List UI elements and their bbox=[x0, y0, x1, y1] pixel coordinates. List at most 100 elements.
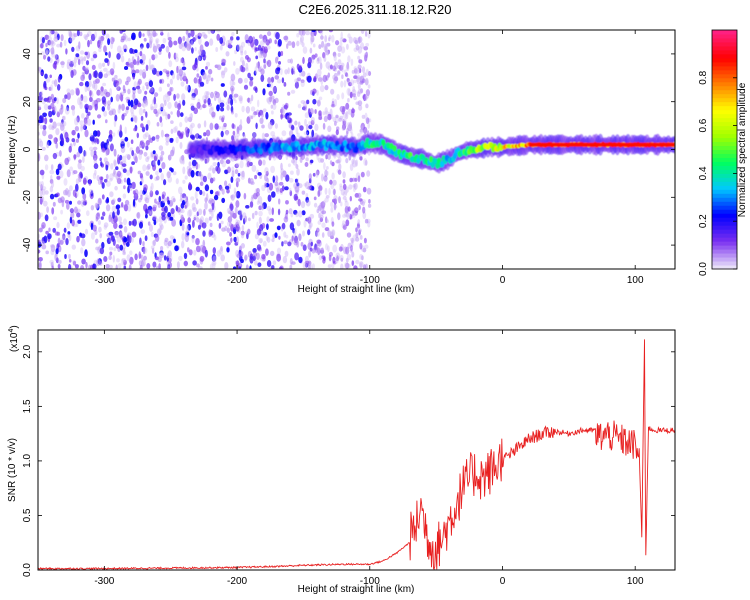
spectrogram-noise-cell bbox=[160, 31, 164, 36]
spectrogram-noise-cell bbox=[76, 30, 80, 37]
spectrogram-noise-cell bbox=[99, 244, 102, 249]
spectrogram-noise-cell bbox=[121, 30, 126, 33]
spectrogram-noise-cell bbox=[168, 40, 173, 48]
spectrogram-noise-cell bbox=[220, 83, 225, 87]
spectrogram-noise-cell bbox=[180, 112, 184, 117]
spectrogram-noise-cell bbox=[191, 159, 197, 167]
spectrogram-noise-cell bbox=[322, 74, 327, 83]
spectrogram-noise-cell bbox=[79, 31, 83, 37]
spectrogram-noise-cell bbox=[135, 69, 140, 74]
spectrogram-noise-cell bbox=[298, 233, 302, 241]
spectrogram-noise-cell bbox=[312, 88, 317, 94]
spectrogram-noise-cell bbox=[178, 186, 183, 195]
spectrogram-noise-cell bbox=[44, 73, 48, 79]
spectrogram-noise-cell bbox=[209, 38, 214, 46]
spectrogram-noise-cell bbox=[129, 250, 133, 256]
spectrogram-noise-cell bbox=[147, 205, 153, 211]
spectrogram-noise-cell bbox=[120, 141, 125, 149]
snr-x-tick-label: -300 bbox=[94, 576, 114, 587]
spectrogram-noise-cell bbox=[138, 152, 142, 160]
spectrogram-noise-cell bbox=[129, 166, 133, 174]
colorbar-band bbox=[712, 197, 737, 202]
spectrogram-noise-cell bbox=[204, 184, 210, 192]
spectrogram-noise-cell bbox=[336, 94, 340, 100]
spectrogram-noise-cell bbox=[294, 252, 299, 261]
spectrogram-noise-cell bbox=[258, 210, 263, 217]
spectrogram-noise-cell bbox=[138, 31, 142, 39]
spectrogram-noise-cell bbox=[310, 120, 315, 126]
spectrogram-noise-cell bbox=[236, 131, 240, 137]
spectrogram-noise-cell bbox=[207, 73, 211, 78]
spectrogram-noise-cell bbox=[345, 262, 350, 269]
spectrogram-noise-cell bbox=[195, 133, 199, 139]
spectrogram-noise-cell bbox=[282, 255, 288, 264]
spectrogram-noise-cell bbox=[63, 178, 68, 186]
spectrogram-noise-cell bbox=[184, 85, 190, 91]
spectrogram-noise-cell bbox=[142, 71, 147, 79]
spectrogram-noise-cell bbox=[353, 185, 356, 193]
spectrogram-noise-cell bbox=[64, 131, 69, 140]
spectrogram-noise-cell bbox=[352, 159, 357, 168]
spectrogram-noise-cell bbox=[325, 49, 329, 56]
spectrogram-noise-cell bbox=[216, 104, 220, 112]
spectrogram-noise-cell bbox=[323, 175, 328, 182]
spectrogram-noise-cell bbox=[106, 197, 109, 203]
colorbar-band bbox=[712, 101, 737, 107]
spectrogram-noise-cell bbox=[160, 106, 164, 112]
spectrogram-noise-cell bbox=[346, 43, 349, 50]
spectrogram-noise-cell bbox=[94, 169, 97, 176]
spectrogram-noise-cell bbox=[212, 255, 217, 262]
spectrogram-noise-cell bbox=[77, 97, 82, 106]
spectrogram-noise-cell bbox=[211, 260, 217, 266]
spectrogram-noise-cell bbox=[84, 51, 88, 56]
colorbar-band bbox=[712, 169, 737, 174]
spectrogram-noise-cell bbox=[182, 179, 186, 184]
spectrogram-noise-cell bbox=[116, 208, 120, 216]
spectrogram-noise-cell bbox=[351, 237, 354, 244]
spectrogram-noise-cell bbox=[312, 98, 317, 105]
spectrogram-noise-cell bbox=[355, 206, 358, 212]
spectrogram-noise-cell bbox=[41, 146, 46, 151]
spectrogram-noise-cell bbox=[229, 94, 233, 100]
spectrogram-noise-cell bbox=[45, 42, 48, 48]
spectrogram-noise-cell bbox=[147, 64, 152, 70]
spectrogram-noise-cell bbox=[164, 237, 169, 243]
spectrogram-noise-cell bbox=[96, 258, 101, 267]
spectrogram-noise-cell bbox=[211, 202, 215, 211]
spectrogram-noise-cell bbox=[160, 43, 165, 49]
spectrogram-noise-cell bbox=[362, 186, 367, 193]
spectrogram-noise-cell bbox=[188, 209, 193, 217]
colorbar-tick-label: 0.4 bbox=[698, 166, 709, 180]
spectrogram-noise-cell bbox=[211, 111, 216, 118]
spectrogram-noise-cell bbox=[241, 225, 245, 232]
spectrogram-noise-cell bbox=[102, 82, 107, 87]
spectrogram-noise-cell bbox=[103, 45, 107, 53]
spectrogram-noise-cell bbox=[366, 187, 372, 195]
snr-series-line bbox=[38, 339, 675, 570]
spectrogram-noise-cell bbox=[342, 220, 346, 227]
spectrogram-noise-cell bbox=[230, 237, 233, 243]
spectrogram-noise-cell bbox=[196, 73, 200, 78]
spectrogram-noise-cell bbox=[287, 91, 291, 96]
spectrogram-noise-cell bbox=[272, 260, 277, 266]
spectrogram-noise-cell bbox=[280, 106, 284, 115]
spectrogram-noise-cell bbox=[167, 240, 172, 247]
spectrogram-noise-cell bbox=[127, 185, 130, 194]
spectrogram-noise-cell bbox=[83, 95, 88, 103]
spectrogram-x-tick-label: 100 bbox=[627, 275, 644, 286]
spectrogram-noise-cell bbox=[198, 75, 202, 84]
spectrogram-noise-cell bbox=[114, 114, 118, 122]
spectrogram-noise-cell bbox=[106, 143, 111, 149]
spectrogram-noise-cell bbox=[76, 235, 80, 243]
spectrogram-noise-cell bbox=[319, 202, 322, 211]
spectrogram-noise-cell bbox=[69, 208, 74, 214]
spectrogram-noise-cell bbox=[300, 201, 306, 209]
spectrogram-noise-cell bbox=[112, 198, 116, 203]
spectrogram-noise-cell bbox=[217, 96, 222, 104]
spectrogram-noise-cell bbox=[38, 111, 41, 117]
spectrogram-noise-cell bbox=[97, 40, 101, 48]
spectrogram-noise-cell bbox=[138, 251, 141, 260]
spectrogram-noise-cell bbox=[233, 93, 239, 98]
spectrogram-noise-cell bbox=[214, 90, 218, 96]
spectrogram-noise-cell bbox=[221, 70, 225, 79]
